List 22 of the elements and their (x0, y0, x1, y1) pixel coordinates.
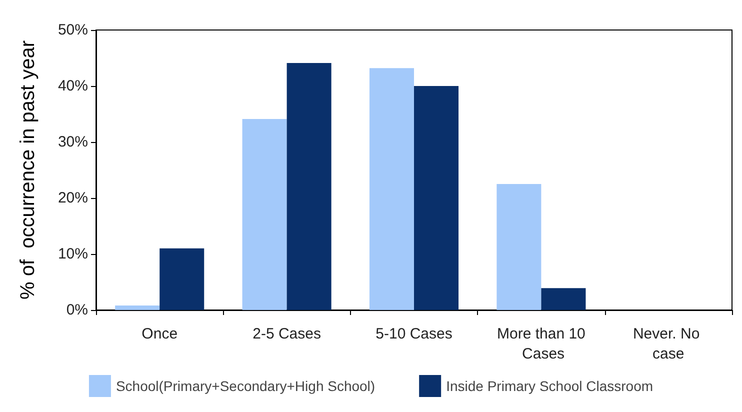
y-tick-label: 0% (66, 302, 88, 318)
legend-label: Inside Primary School Classroom (446, 378, 654, 394)
y-tick-label: 20% (58, 190, 88, 206)
y-tick-label: 30% (58, 134, 88, 150)
y-tick-label: 50% (58, 22, 88, 38)
legend-label: School(Primary+Secondary+High School) (116, 378, 376, 394)
y-axis-title: % of occurrence in past year (17, 40, 39, 300)
x-tick-label: More than 10 Cases (497, 326, 586, 362)
bar (369, 68, 414, 310)
bar (414, 86, 459, 310)
bar (541, 288, 586, 310)
y-tick-label: 10% (58, 246, 88, 262)
x-tick-label: 2-5 Cases (252, 326, 321, 342)
x-tick-label: 5-10 Cases (376, 326, 452, 342)
bar (160, 248, 204, 310)
bar (286, 63, 332, 310)
bar (242, 119, 287, 310)
bar (496, 184, 542, 310)
x-tick-label: Never. No case (632, 326, 704, 362)
y-tick-label: 40% (58, 78, 88, 94)
bar (115, 306, 160, 310)
x-tick-label: Once (142, 326, 178, 342)
